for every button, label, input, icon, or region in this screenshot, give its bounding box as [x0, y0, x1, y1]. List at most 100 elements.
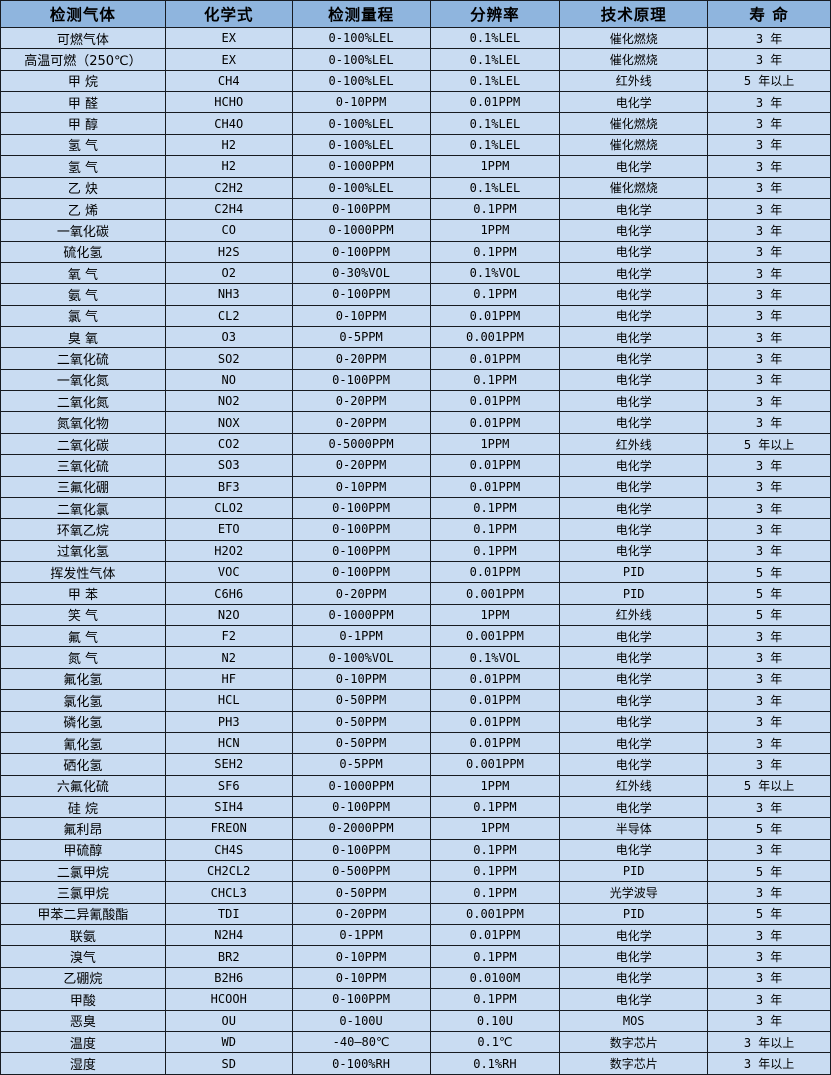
table-cell: BR2 — [164, 945, 293, 968]
table-cell: 0.1%LEL — [429, 112, 561, 135]
table-cell: NOX — [164, 411, 293, 434]
table-cell: HCHO — [164, 91, 293, 114]
table-header: 检测气体 化学式 检测量程 分辨率 技术原理寿 命 — [0, 0, 831, 28]
table-cell: SO3 — [164, 454, 293, 477]
table-cell: 0.1PPM — [429, 518, 561, 541]
table-row: 联氨 N2H4 0-1PPM 0.01PPM 电化学 3 年 — [0, 924, 831, 947]
table-cell: 电化学 — [559, 347, 709, 370]
gas-name-cell: 硅 烷 — [0, 795, 166, 819]
table-cell: 电化学 — [559, 539, 709, 562]
table-cell: H2S — [164, 240, 293, 263]
table-cell: 3 年 — [707, 988, 831, 1011]
table-cell: CH4S — [164, 838, 293, 862]
table-cell: 1PPM — [429, 817, 561, 840]
table-cell: 0.001PPM — [429, 902, 561, 926]
table-row: 环氧乙烷 ETO 0-100PPM 0.1PPM 电化学 3 年 — [0, 518, 831, 541]
table-cell: HCN — [164, 731, 293, 755]
gas-name-cell: 二氧化硫 — [0, 347, 166, 370]
table-cell: 电化学 — [559, 240, 709, 263]
table-body: 可燃气体 EX 0-100%LEL 0.1%LEL 催化燃烧 3 年高温可燃（250℃） E… — [0, 26, 831, 1075]
table-row: 恶臭 OU 0-100U 0.10U MOS 3 年 — [0, 1009, 831, 1032]
table-cell: C2H4 — [164, 197, 293, 221]
gas-name-cell: 甲硫醇 — [0, 838, 166, 862]
table-cell: 0-2000PPM — [291, 817, 431, 840]
table-cell: 3 年 — [707, 881, 831, 904]
table-cell: 3 年 — [707, 689, 831, 712]
table-cell: 0-50PPM — [291, 731, 431, 755]
table-cell: 3 年 — [707, 48, 831, 71]
gas-name-cell: 恶臭 — [0, 1009, 166, 1032]
table-cell: 红外线 — [559, 603, 709, 627]
table-cell: 3 年 — [707, 26, 831, 50]
table-cell: CL2 — [164, 304, 293, 328]
table-cell: 0-20PPM — [291, 902, 431, 926]
table-cell: 1PPM — [429, 774, 561, 797]
table-row: 乙 炔 C2H2 0-100%LEL 0.1%LEL 催化燃烧 3 年 — [0, 176, 831, 199]
table-cell: CLO2 — [164, 496, 293, 520]
table-cell: 0.01PPM — [429, 347, 561, 370]
table-cell: 3 年以上 — [707, 1030, 831, 1054]
table-cell: 0-100PPM — [291, 795, 431, 819]
table-cell: 3 年 — [707, 795, 831, 819]
gas-name-cell: 二氧化碳 — [0, 432, 166, 456]
table-row: 氟 气 F2 0-1PPM 0.001PPM 电化学 3 年 — [0, 625, 831, 648]
table-cell: 电化学 — [559, 219, 709, 242]
table-row: 二氧化碳 CO2 0-5000PPM 1PPM 红外线 5 年以上 — [0, 432, 831, 456]
table-cell: 3 年 — [707, 625, 831, 648]
gas-name-cell: 硒化氢 — [0, 753, 166, 776]
table-cell: 0-100PPM — [291, 368, 431, 392]
table-cell: 0-100%LEL — [291, 133, 431, 157]
table-cell: 0.01PPM — [429, 689, 561, 712]
table-cell: 电化学 — [559, 411, 709, 434]
table-row: 磷化氢 PH3 0-50PPM 0.01PPM 电化学 3 年 — [0, 710, 831, 733]
gas-name-cell: 氯 气 — [0, 304, 166, 328]
table-row: 三氯甲烷 CHCL3 0-50PPM 0.1PPM 光学波导 3 年 — [0, 881, 831, 904]
table-cell: 0-100PPM — [291, 518, 431, 541]
table-cell: TDI — [164, 902, 293, 926]
gas-name-cell: 氯化氢 — [0, 689, 166, 712]
table-cell: CH4 — [164, 69, 293, 93]
table-cell: NH3 — [164, 283, 293, 306]
table-cell: 0-100%LEL — [291, 112, 431, 135]
gas-name-cell: 六氟化硫 — [0, 774, 166, 797]
table-row: 六氟化硫 SF6 0-1000PPM 1PPM 红外线 5 年以上 — [0, 774, 831, 797]
table-row: 氢 气 H2 0-1000PPM 1PPM 电化学 3 年 — [0, 155, 831, 178]
table-row: 甲 醇 CH4O 0-100%LEL 0.1%LEL 催化燃烧 3 年 — [0, 112, 831, 135]
table-cell: 0-1PPM — [291, 924, 431, 947]
table-cell: 0-100PPM — [291, 283, 431, 306]
table-cell: BF3 — [164, 475, 293, 498]
table-cell: 电化学 — [559, 988, 709, 1011]
table-cell: 0.1PPM — [429, 539, 561, 562]
header-cell-5: 寿 命 — [707, 0, 831, 28]
table-cell: H2O2 — [164, 539, 293, 562]
table-cell: PH3 — [164, 710, 293, 733]
table-cell: 3 年 — [707, 411, 831, 434]
table-cell: 0-100PPM — [291, 539, 431, 562]
gas-name-cell: 湿度 — [0, 1052, 166, 1075]
gas-name-cell: 氢 气 — [0, 155, 166, 178]
table-cell: CO — [164, 219, 293, 242]
table-cell: 3 年 — [707, 133, 831, 157]
table-cell: 3 年 — [707, 112, 831, 135]
table-row: 氟化氢 HF 0-10PPM 0.01PPM 电化学 3 年 — [0, 667, 831, 691]
table-cell: 0-10PPM — [291, 945, 431, 968]
table-cell: 0-30%VOL — [291, 261, 431, 285]
table-cell: PID — [559, 902, 709, 926]
table-cell: CH4O — [164, 112, 293, 135]
table-row: 氮 气 N2 0-100%VOL 0.1%VOL 电化学 3 年 — [0, 646, 831, 669]
gas-name-cell: 二氧化氮 — [0, 390, 166, 413]
table-row: 甲硫醇 CH4S 0-100PPM 0.1PPM 电化学 3 年 — [0, 838, 831, 862]
gas-name-cell: 氟利昂 — [0, 817, 166, 840]
table-cell: 电化学 — [559, 689, 709, 712]
table-cell: 3 年 — [707, 219, 831, 242]
table-cell: 数字芯片 — [559, 1052, 709, 1075]
table-row: 氰化氢 HCN 0-50PPM 0.01PPM 电化学 3 年 — [0, 731, 831, 755]
table-cell: 0.01PPM — [429, 924, 561, 947]
table-cell: 电化学 — [559, 838, 709, 862]
table-cell: 3 年 — [707, 155, 831, 178]
gas-name-cell: 甲酸 — [0, 988, 166, 1011]
table-cell: 0-50PPM — [291, 689, 431, 712]
table-cell: 0-100%LEL — [291, 176, 431, 199]
table-cell: 3 年 — [707, 304, 831, 328]
gas-name-cell: 氟化氢 — [0, 667, 166, 691]
